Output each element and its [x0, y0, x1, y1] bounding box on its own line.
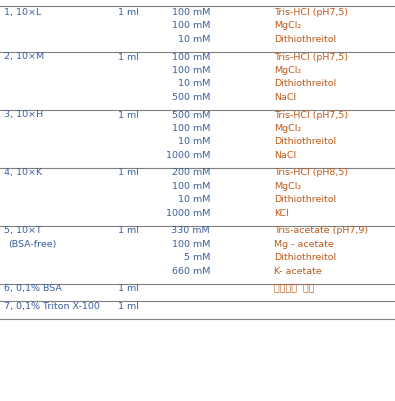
Text: 1000 mM: 1000 mM — [166, 151, 210, 160]
Text: MgCl₂: MgCl₂ — [274, 124, 301, 133]
Text: Tris-HCl (pH8,5): Tris-HCl (pH8,5) — [274, 168, 348, 177]
Text: 10 mM: 10 mM — [178, 79, 210, 88]
Text: Dithiothreitol: Dithiothreitol — [274, 35, 336, 44]
Text: 100 mM: 100 mM — [171, 239, 210, 248]
Text: 1 ml: 1 ml — [118, 284, 139, 293]
Text: 5, 10×T: 5, 10×T — [4, 226, 42, 235]
Text: 1 ml: 1 ml — [118, 168, 139, 177]
Text: 100 mM: 100 mM — [171, 21, 210, 30]
Text: 1 ml: 1 ml — [118, 53, 139, 61]
Text: 100 mM: 100 mM — [171, 8, 210, 17]
Text: 100 mM: 100 mM — [171, 66, 210, 75]
Text: 1000 mM: 1000 mM — [166, 209, 210, 217]
Text: NaCl: NaCl — [274, 151, 296, 160]
Text: 10 mM: 10 mM — [178, 195, 210, 204]
Text: 4, 10×K: 4, 10×K — [4, 168, 42, 177]
Text: 7, 0,1% Triton X-100: 7, 0,1% Triton X-100 — [4, 301, 100, 310]
Text: 1, 10×L: 1, 10×L — [4, 8, 41, 17]
Text: 2, 10×M: 2, 10×M — [4, 53, 44, 61]
Text: Tris-HCl (pH7,5): Tris-HCl (pH7,5) — [274, 8, 348, 17]
Text: 10 mM: 10 mM — [178, 35, 210, 44]
Text: Tris-acetate (pH7,9): Tris-acetate (pH7,9) — [274, 226, 368, 235]
Text: Tris-HCl (pH7,5): Tris-HCl (pH7,5) — [274, 110, 348, 119]
Text: Dithiothreitol: Dithiothreitol — [274, 79, 336, 88]
Text: NaCl: NaCl — [274, 93, 296, 102]
Text: (BSA-free): (BSA-free) — [8, 239, 56, 248]
Text: 200 mM: 200 mM — [171, 168, 210, 177]
Text: 멸균수에  용해: 멸균수에 용해 — [274, 284, 314, 293]
Text: 6, 0,1% BSA: 6, 0,1% BSA — [4, 284, 62, 293]
Text: MgCl₂: MgCl₂ — [274, 182, 301, 190]
Text: MgCl₂: MgCl₂ — [274, 21, 301, 30]
Text: 660 mM: 660 mM — [171, 266, 210, 275]
Text: 1 ml: 1 ml — [118, 226, 139, 235]
Text: Dithiothreitol: Dithiothreitol — [274, 137, 336, 146]
Text: 1 ml: 1 ml — [118, 8, 139, 17]
Text: 5 mM: 5 mM — [184, 253, 210, 262]
Text: 1 ml: 1 ml — [118, 301, 139, 310]
Text: 1 ml: 1 ml — [118, 110, 139, 119]
Text: MgCl₂: MgCl₂ — [274, 66, 301, 75]
Text: 500 mM: 500 mM — [171, 93, 210, 102]
Text: 100 mM: 100 mM — [171, 182, 210, 190]
Text: Dithiothreitol: Dithiothreitol — [274, 195, 336, 204]
Text: 100 mM: 100 mM — [171, 124, 210, 133]
Text: Tris-HCl (pH7,5): Tris-HCl (pH7,5) — [274, 53, 348, 61]
Text: K- acetate: K- acetate — [274, 266, 322, 275]
Text: 3, 10×H: 3, 10×H — [4, 110, 43, 119]
Text: 330 mM: 330 mM — [171, 226, 210, 235]
Text: KCl: KCl — [274, 209, 289, 217]
Text: 500 mM: 500 mM — [171, 110, 210, 119]
Text: Mg - acetate: Mg - acetate — [274, 239, 334, 248]
Text: Dithiothreitol: Dithiothreitol — [274, 253, 336, 262]
Text: 100 mM: 100 mM — [171, 53, 210, 61]
Text: 10 mM: 10 mM — [178, 137, 210, 146]
